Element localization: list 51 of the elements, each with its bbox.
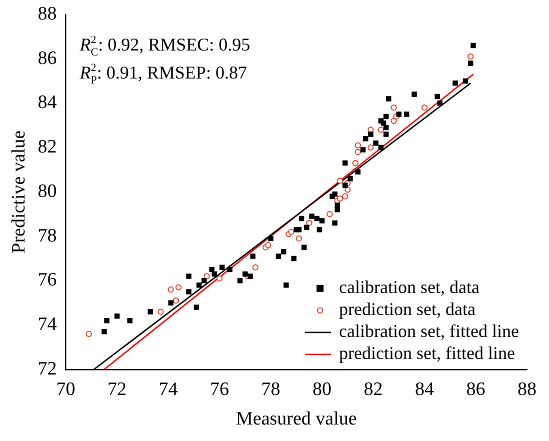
point (252, 264, 259, 270)
y-tick-label: 86 (38, 48, 57, 69)
point (306, 220, 312, 226)
x-tick-label: 74 (158, 378, 178, 400)
x-tick-label: 86 (466, 378, 486, 400)
x-axis-title: Measured value (236, 408, 357, 430)
y-tick-label: 76 (38, 270, 57, 291)
x-tick-label: 84 (415, 378, 435, 400)
point (216, 275, 223, 282)
y-tick-label: 82 (38, 136, 57, 158)
legend-label: prediction set, fitted line (339, 343, 516, 364)
point (368, 144, 374, 151)
legend-label: calibration set, fitted line (339, 321, 520, 342)
y-tick-label: 78 (38, 225, 57, 246)
point (86, 330, 92, 337)
x-tick-label: 76 (210, 378, 230, 400)
point (296, 235, 302, 242)
point (354, 142, 361, 148)
y-axis-title: Predictive value (8, 130, 30, 254)
point (265, 242, 272, 248)
point (336, 178, 344, 184)
y-tick-label: 84 (38, 92, 58, 114)
legend-label: prediction set, data (339, 299, 476, 320)
y-tick-label: 74 (38, 314, 58, 336)
point (204, 273, 210, 280)
legend-label: calibration set, data (339, 277, 480, 298)
point (378, 126, 384, 133)
point (468, 53, 474, 60)
x-tick-label: 88 (518, 378, 536, 400)
point (336, 195, 344, 202)
point (354, 148, 361, 156)
x-tick-label: 72 (108, 378, 127, 400)
x-tick-label: 70 (56, 378, 76, 400)
y-tick-label: 72 (38, 358, 57, 380)
point (390, 104, 397, 111)
point (172, 298, 180, 304)
y-tick-label: 88 (38, 3, 57, 24)
point (158, 308, 164, 315)
point (326, 210, 333, 218)
x-tick-label: 80 (312, 378, 332, 400)
point (390, 118, 397, 124)
point (175, 284, 182, 290)
point (168, 286, 174, 293)
point (344, 186, 351, 193)
point (352, 160, 358, 166)
x-tick-label: 78 (261, 378, 280, 400)
point (421, 104, 428, 111)
y-tick-label: 80 (38, 180, 57, 202)
point (288, 228, 294, 235)
point (342, 193, 348, 200)
x-tick-label: 82 (364, 378, 383, 400)
